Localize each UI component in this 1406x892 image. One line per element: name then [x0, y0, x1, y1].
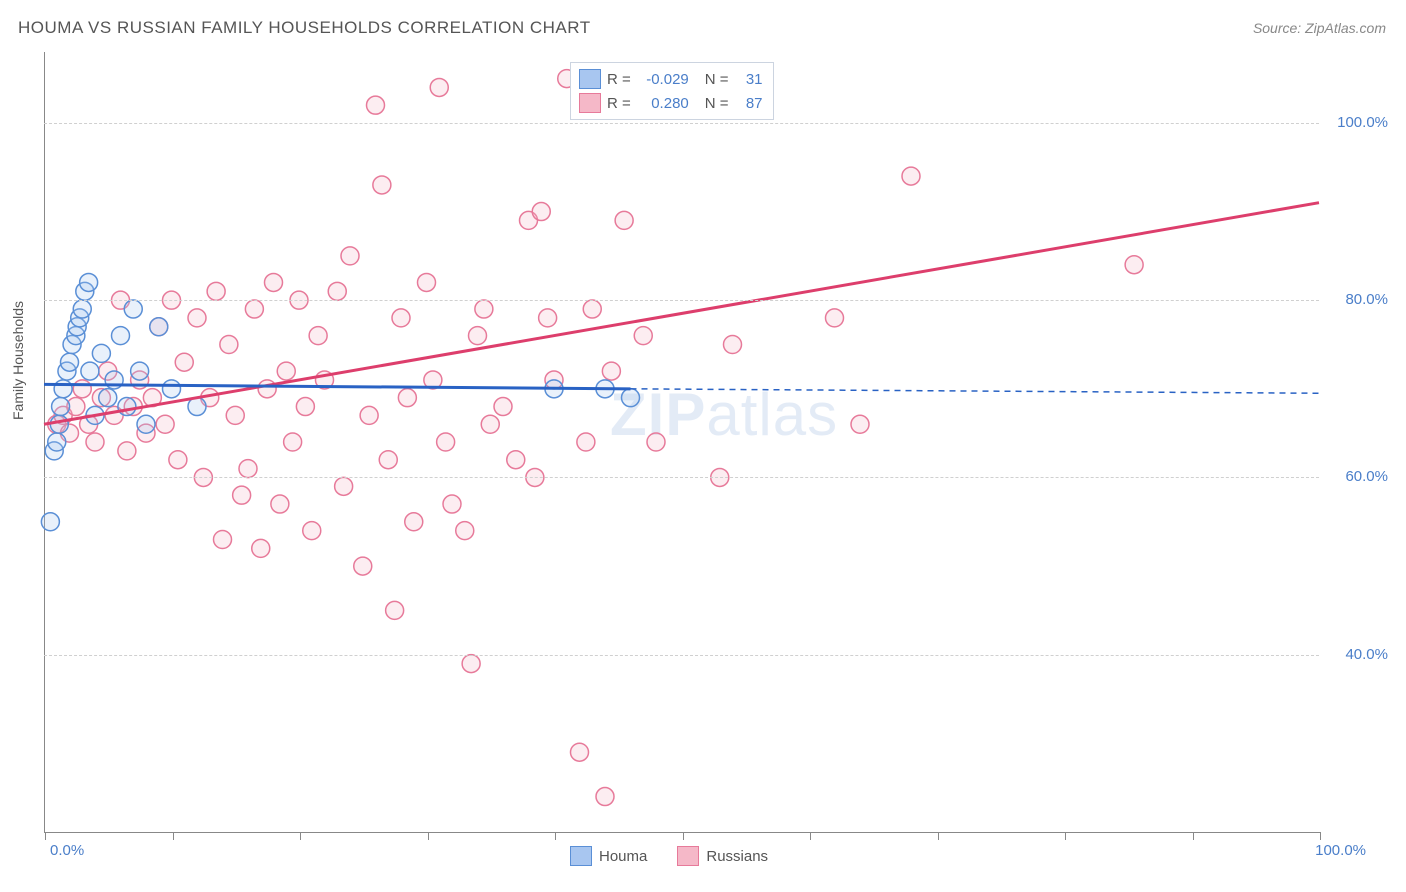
- x-tick-label-min: 0.0%: [50, 842, 84, 859]
- series-legend: Houma Russians: [570, 846, 768, 866]
- source-label: Source: ZipAtlas.com: [1253, 20, 1386, 36]
- legend-row-russians: R = 0.280 N = 87: [579, 91, 763, 115]
- legend-item-russians: Russians: [677, 846, 768, 866]
- swatch-houma-icon: [570, 846, 592, 866]
- y-tick-label: 40.0%: [1345, 646, 1388, 663]
- y-tick-label: 100.0%: [1337, 114, 1388, 131]
- y-axis-label: Family Households: [10, 301, 26, 420]
- swatch-houma: [579, 69, 601, 89]
- y-tick-label: 60.0%: [1345, 468, 1388, 485]
- scatter-plot: [44, 52, 1319, 832]
- page-title: HOUMA VS RUSSIAN FAMILY HOUSEHOLDS CORRE…: [18, 18, 591, 38]
- legend-item-houma: Houma: [570, 846, 647, 866]
- swatch-russians: [579, 93, 601, 113]
- correlation-legend: R = -0.029 N = 31 R = 0.280 N = 87: [570, 62, 774, 120]
- swatch-russians-icon: [677, 846, 699, 866]
- y-tick-label: 80.0%: [1345, 291, 1388, 308]
- legend-row-houma: R = -0.029 N = 31: [579, 67, 763, 91]
- x-tick-label-max: 100.0%: [1315, 842, 1366, 859]
